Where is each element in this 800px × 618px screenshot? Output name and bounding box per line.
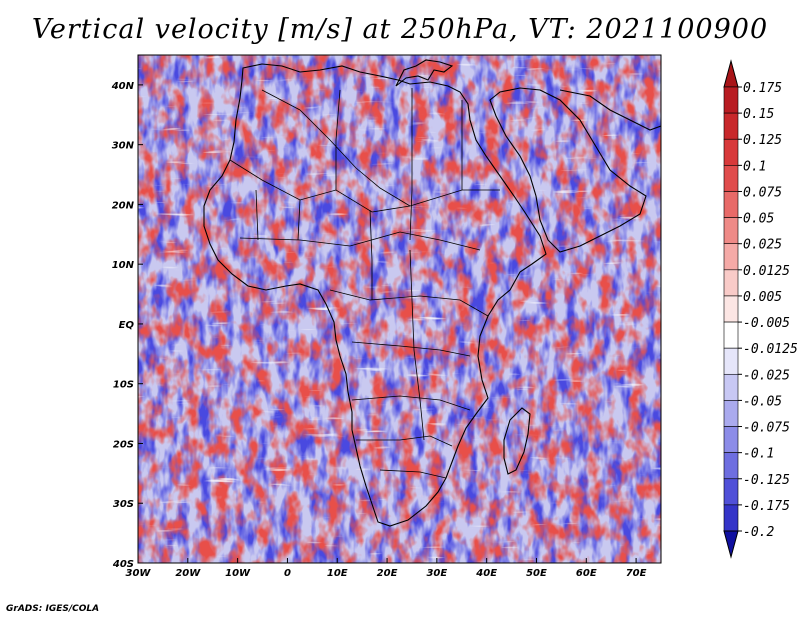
colorbar-bottom-arrow [723, 530, 739, 559]
lon-tick-label: 40E [475, 568, 497, 579]
colorbar-label: -0.1 [743, 447, 774, 462]
colorbar-swatch [723, 504, 739, 532]
colorbar-label: 0.025 [743, 238, 782, 253]
colorbar-swatch [723, 243, 739, 271]
lat-tick-label: EQ [119, 320, 135, 331]
colorbar-swatch [723, 452, 739, 480]
country-borders [229, 88, 500, 479]
colorbar-swatch [723, 86, 739, 114]
lon-tick-label: 10W [225, 568, 251, 579]
lat-tick-label: 30S [113, 499, 134, 510]
lat-tick-label: 20S [113, 439, 134, 450]
colorbar-label: -0.025 [743, 368, 790, 383]
credit-text: GrADS: IGES/COLA [6, 604, 100, 614]
lon-tick-label: 10E [327, 568, 348, 579]
colorbar-swatch [723, 295, 739, 323]
lon-tick-label: 50E [526, 568, 547, 579]
colorbar-swatch [723, 321, 739, 349]
lat-tick-label: 40S [112, 559, 134, 570]
colorbar-label: -0.005 [743, 316, 790, 331]
lon-tick-label: 20W [175, 568, 201, 579]
lon-tick-label: 20E [377, 568, 398, 579]
colorbar-swatch [723, 478, 739, 506]
plot-frame [137, 54, 662, 564]
colorbar-swatch [723, 112, 739, 140]
colorbar-label: 0.125 [743, 133, 782, 148]
colorbar-label: 0.075 [743, 185, 782, 200]
colorbar-label: -0.125 [743, 473, 790, 488]
lon-tick-label: 70E [626, 568, 647, 579]
colorbar-swatch [723, 269, 739, 297]
colorbar-swatch [723, 426, 739, 453]
colorbar-label: 0.15 [743, 107, 774, 122]
lon-tick-label: 30W [126, 568, 152, 579]
colorbar-swatch [723, 400, 739, 427]
colorbar-swatch [723, 373, 739, 401]
colorbar-label: -0.175 [743, 499, 790, 514]
colorbar-label: 0.0125 [743, 264, 790, 279]
lat-tick-label: 20N [112, 200, 135, 211]
colorbar-swatch [723, 138, 739, 166]
axis-ticks: 30W 20W 10W 0 10E 20E 30E 40E 50E 60E 70E 40N 30N 20N… [111, 81, 647, 579]
colorbar-swatch [723, 165, 739, 192]
colorbar: 0.175 0.15 0.125 0.1 0.075 0.05 0.025 0.0125 0.0… [723, 59, 798, 559]
map-title: Vertical velocity [m/s] at 250hPa, VT: 2… [31, 14, 769, 45]
colorbar-label: 0.175 [743, 81, 782, 96]
colorbar-label: -0.05 [743, 394, 782, 409]
vertical-velocity-field [138, 55, 661, 563]
lat-tick-label: 10N [112, 260, 135, 271]
colorbar-label: 0.1 [743, 159, 766, 174]
lat-tick-label: 10S [113, 380, 134, 391]
colorbar-swatch [723, 217, 739, 245]
colorbar-top-arrow [723, 59, 739, 88]
lon-tick-label: 0 [284, 568, 291, 579]
lat-tick-label: 40N [111, 81, 135, 92]
colorbar-label: -0.075 [743, 421, 790, 436]
lat-tick-label: 30N [112, 141, 135, 152]
colorbar-swatch [723, 191, 739, 218]
colorbar-label: -0.2 [743, 525, 774, 540]
lon-tick-label: 60E [576, 568, 597, 579]
colorbar-label: -0.0125 [743, 342, 798, 357]
colorbar-label: 0.005 [743, 290, 782, 305]
lon-tick-label: 30E [426, 568, 447, 579]
colorbar-label: 0.05 [743, 212, 774, 227]
colorbar-swatch [723, 347, 739, 375]
